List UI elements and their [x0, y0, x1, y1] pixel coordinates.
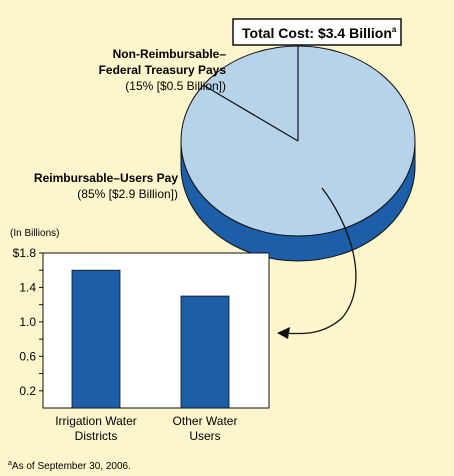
label-reimbursable-title: Reimbursable–Users Pay: [34, 171, 178, 185]
y-axis: $1.8 1.4 1.0 0.6 0.2: [13, 246, 43, 398]
bar-series: [71, 269, 230, 409]
total-cost-box: Total Cost: $3.4 Billiona: [232, 18, 402, 46]
connector-arrow: [277, 187, 357, 339]
x-tick-label: Irrigation Water: [55, 414, 137, 428]
bar-unit-label: (In Billions): [10, 228, 59, 239]
pie-slice-divider: [203, 84, 299, 142]
label-non-reimbursable-value: (15% [$0.5 Billion]): [125, 79, 226, 93]
bar: [71, 269, 121, 409]
x-tick-label: Districts: [75, 429, 118, 443]
total-cost-text: Total Cost: $3.4 Billiona: [242, 25, 397, 41]
arrow-curve: [283, 187, 357, 335]
bar: [180, 295, 230, 409]
pie-chart: [180, 45, 416, 262]
label-reimbursable-value: (85% [$2.9 Billion]): [77, 187, 178, 201]
footnote: aAs of September 30, 2006.: [8, 460, 131, 472]
y-tick-label: 1.4: [19, 280, 36, 294]
y-tick-label: 0.6: [19, 349, 36, 363]
x-tick-label: Users: [189, 429, 220, 443]
label-non-reimbursable-title: Non-Reimbursable–: [113, 47, 227, 61]
x-tick-label: Other Water: [173, 414, 238, 428]
label-non-reimbursable-subtitle: Federal Treasury Pays: [99, 63, 227, 77]
y-tick-label: 0.2: [19, 384, 36, 398]
total-cost-frame: [232, 18, 402, 46]
y-tick-label: $1.8: [13, 246, 37, 260]
arrow-head: [277, 327, 290, 339]
y-tick-label: 1.0: [19, 315, 36, 329]
